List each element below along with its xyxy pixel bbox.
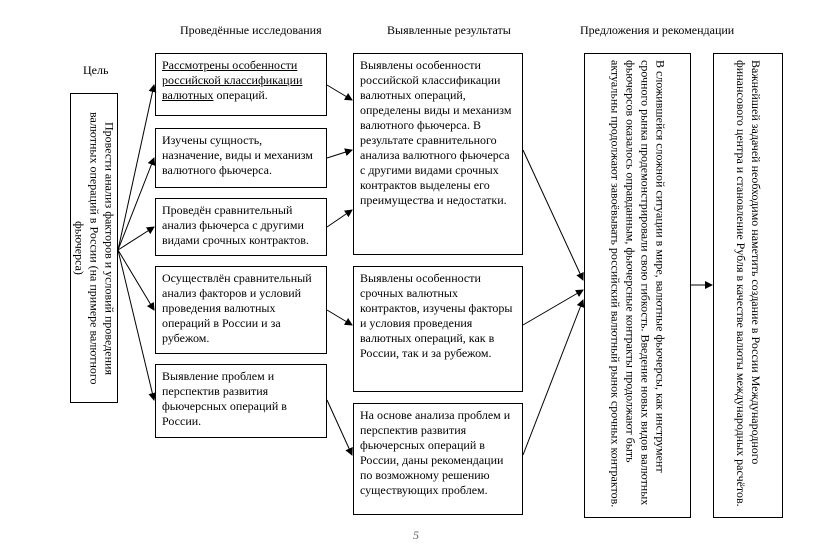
study-1: Рассмотрены особенности российской класс…: [155, 53, 327, 116]
header-goal: Цель: [83, 63, 108, 78]
result-3: На основе анализа проблем и перспектив р…: [353, 403, 523, 515]
header-results: Выявленные результаты: [387, 23, 511, 38]
study-5: Выявление проблем и перспектив развития …: [155, 364, 327, 438]
page-number: 5: [413, 528, 419, 543]
study-4: Осуществлён сравнительный анализ факторо…: [155, 266, 327, 354]
result-2: Выявлены особенности срочных валютных ко…: [353, 266, 523, 392]
study-3: Проведён сравнительный анализ фьючерса с…: [155, 198, 327, 256]
header-recommendations: Предложения и рекомендации: [580, 23, 734, 38]
result-1: Выявлены особенности российской классифи…: [353, 53, 523, 255]
study-2: Изучены сущность, назначение, виды и мех…: [155, 128, 327, 188]
diagram-root: Цель Проведённые исследования Выявленные…: [0, 0, 834, 547]
header-studies: Проведённые исследования: [180, 23, 322, 38]
recommendation-1: В сложившейся сложной ситуации в мире, в…: [584, 53, 691, 518]
study-1-rest: операций.: [216, 88, 267, 102]
goal-box: Провести анализ факторов и условий прове…: [70, 93, 118, 403]
recommendation-2: Важнейшей задачей необходимо наметить со…: [713, 53, 783, 518]
